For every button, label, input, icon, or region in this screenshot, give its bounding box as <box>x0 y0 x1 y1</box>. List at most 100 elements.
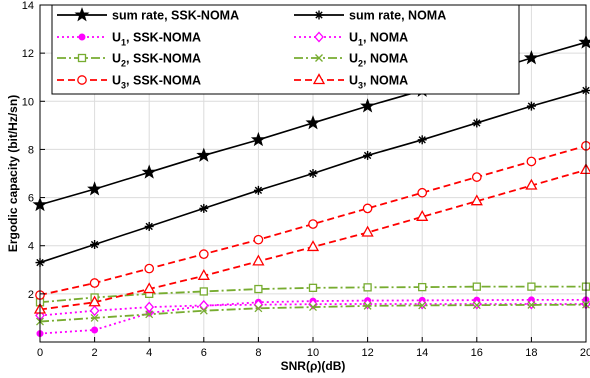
data-point <box>527 300 536 309</box>
data-point <box>523 50 539 65</box>
data-point <box>525 178 538 190</box>
data-point <box>144 263 155 274</box>
legend: sum rate, SSK-NOMA sum rate, NOMA U1, SSK-… <box>51 4 520 95</box>
data-point <box>309 303 317 312</box>
data-point <box>363 283 372 292</box>
y-tick-label: 10 <box>22 96 34 108</box>
data-point <box>144 301 155 313</box>
y-axis-label: Ergodic capacity (bit/Hz/sn) <box>6 95 20 252</box>
data-point <box>472 118 482 128</box>
data-point <box>312 73 326 85</box>
legend-label: U2, NOMA <box>349 52 408 69</box>
data-point <box>417 187 428 198</box>
data-point <box>314 31 324 43</box>
x-tick-label: 16 <box>471 347 483 359</box>
series <box>36 300 590 326</box>
x-tick-label: 10 <box>307 347 319 359</box>
data-point <box>141 164 157 179</box>
data-point <box>143 282 156 294</box>
data-point <box>250 131 266 147</box>
legend-box <box>51 4 520 95</box>
data-point <box>363 301 372 310</box>
x-tick-label: 14 <box>416 347 428 359</box>
data-point <box>360 98 376 113</box>
x-tick-label: 18 <box>525 347 537 359</box>
x-tick-label: 2 <box>92 347 98 359</box>
data-point <box>197 268 210 280</box>
x-tick-label: 20 <box>580 347 590 359</box>
data-point <box>308 219 318 229</box>
x-tick-label: 6 <box>201 347 207 359</box>
legend-label: U3, SSK-NOMA <box>112 74 201 91</box>
legend-label: sum rate, NOMA <box>349 9 446 23</box>
legend-item: sum rate, NOMA <box>294 9 446 23</box>
x-axis-label: SNR(ρ)(dB) <box>281 359 346 373</box>
legend-label: U1, NOMA <box>349 31 408 48</box>
data-point <box>254 304 263 313</box>
legend-label: U3, NOMA <box>349 74 408 91</box>
legend-item: U2, SSK-NOMA <box>57 52 201 69</box>
data-point <box>252 254 265 266</box>
data-point <box>88 295 101 307</box>
data-point <box>418 301 427 310</box>
data-point <box>363 150 373 160</box>
data-point <box>89 278 100 288</box>
data-point <box>418 282 427 292</box>
legend-label: U1, SSK-NOMA <box>112 31 201 48</box>
legend-item: U3, NOMA <box>294 73 408 91</box>
data-point <box>472 282 481 291</box>
data-point <box>308 283 318 292</box>
legend-item: U1, SSK-NOMA <box>57 31 201 48</box>
axis-ticks: 0 2 4 6 8 10 12 14 16 18 20 2 4 6 8 10 12 14 <box>22 0 590 359</box>
data-point <box>91 326 99 334</box>
legend-label: sum rate, SSK-NOMA <box>112 9 239 23</box>
data-point <box>417 135 427 145</box>
data-point <box>74 7 90 22</box>
series-line <box>39 144 587 296</box>
legend-label: U2, SSK-NOMA <box>112 52 201 69</box>
data-point <box>362 203 373 214</box>
data-point <box>254 284 263 294</box>
x-tick-label: 12 <box>361 347 373 359</box>
data-point <box>253 185 263 195</box>
y-tick-label: 2 <box>28 289 34 301</box>
y-tick-label: 12 <box>22 48 34 60</box>
y-tick-label: 14 <box>22 0 34 12</box>
data-point <box>87 181 103 196</box>
data-point <box>416 209 429 221</box>
data-point <box>526 101 536 111</box>
data-point <box>527 282 536 291</box>
y-tick-label: 8 <box>28 144 34 156</box>
x-tick-label: 4 <box>146 347 152 359</box>
data-point <box>145 310 154 319</box>
data-point <box>471 172 482 182</box>
data-point <box>90 240 100 250</box>
data-point <box>253 234 264 245</box>
data-point <box>199 306 208 315</box>
data-point <box>77 75 87 85</box>
data-point <box>144 221 154 231</box>
series <box>35 85 590 268</box>
series-lines <box>32 34 590 338</box>
data-point <box>472 301 481 310</box>
data-point <box>305 115 321 130</box>
legend-item: U1, NOMA <box>294 31 408 48</box>
data-point <box>90 313 99 322</box>
series-line <box>39 303 586 317</box>
data-point <box>578 34 590 49</box>
legend-item: U3, SSK-NOMA <box>57 74 201 91</box>
data-point <box>89 305 100 317</box>
y-tick-label: 4 <box>28 241 34 253</box>
data-point <box>314 10 324 20</box>
data-point <box>308 169 318 178</box>
y-tick-label: 6 <box>28 193 34 205</box>
data-point <box>78 33 86 41</box>
data-point <box>470 194 483 206</box>
x-tick-label: 0 <box>37 347 43 359</box>
legend-item: sum rate, SSK-NOMA <box>57 7 239 23</box>
data-point <box>315 54 323 62</box>
legend-item: U2, NOMA <box>294 52 408 69</box>
data-point <box>306 240 320 252</box>
data-point <box>198 249 209 259</box>
